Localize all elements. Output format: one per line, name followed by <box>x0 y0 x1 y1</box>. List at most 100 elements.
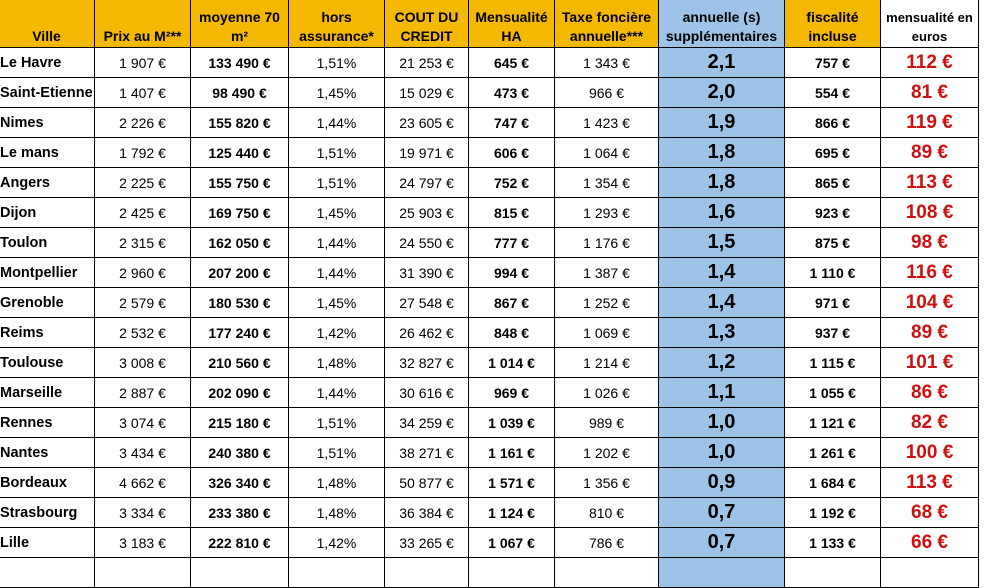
cell-ville <box>0 557 95 588</box>
cell-fiscalite: 866 € <box>784 107 881 138</box>
table-row: Reims 2 532 € 177 240 € 1,42% 26 462 € 8… <box>0 317 979 348</box>
cell-mens-ha: 1 014 € <box>468 347 555 378</box>
cell-taxe: 810 € <box>554 497 659 528</box>
cell-taxe: 1 069 € <box>554 317 659 348</box>
cell-fiscalite <box>784 557 881 588</box>
cell-cout: 32 827 € <box>384 347 469 378</box>
cell-fiscalite: 1 261 € <box>784 437 881 468</box>
cell-mens-ha: 1 067 € <box>468 527 555 558</box>
cell-moyenne: 155 750 € <box>190 167 289 198</box>
cell-prix: 4 662 € <box>94 467 191 498</box>
header-mensualite-euros: mensualité en euros <box>880 0 979 48</box>
header-ville: Ville <box>0 0 95 48</box>
cell-moyenne: 233 380 € <box>190 497 289 528</box>
cell-prix: 1 907 € <box>94 47 191 78</box>
cell-moyenne: 162 050 € <box>190 227 289 258</box>
cell-cout: 31 390 € <box>384 257 469 288</box>
cell-mensualite: 108 € <box>880 197 979 228</box>
cell-taxe: 1 026 € <box>554 377 659 408</box>
cell-annuelle: 1,1 <box>658 377 785 408</box>
cell-taux: 1,45% <box>288 77 385 108</box>
cell-taux: 1,44% <box>288 377 385 408</box>
table-row-partial <box>0 557 979 588</box>
cell-mensualite: 116 € <box>880 257 979 288</box>
cell-moyenne: 215 180 € <box>190 407 289 438</box>
cell-prix: 2 226 € <box>94 107 191 138</box>
cell-ville: Montpellier <box>0 257 95 288</box>
table-row: Angers 2 225 € 155 750 € 1,51% 24 797 € … <box>0 167 979 198</box>
cell-taux: 1,44% <box>288 107 385 138</box>
cell-ville: Toulouse <box>0 347 95 378</box>
cell-cout: 15 029 € <box>384 77 469 108</box>
cell-ville: Dijon <box>0 197 95 228</box>
cell-fiscalite: 923 € <box>784 197 881 228</box>
cell-moyenne: 98 490 € <box>190 77 289 108</box>
cell-taxe: 1 354 € <box>554 167 659 198</box>
cell-taux: 1,51% <box>288 47 385 78</box>
table-row: Le mans 1 792 € 125 440 € 1,51% 19 971 €… <box>0 137 979 168</box>
header-hors-line1: hors <box>321 9 352 25</box>
cell-cout: 26 462 € <box>384 317 469 348</box>
cell-fiscalite: 1 121 € <box>784 407 881 438</box>
cell-cout: 34 259 € <box>384 407 469 438</box>
cell-prix: 2 315 € <box>94 227 191 258</box>
cell-ville: Nimes <box>0 107 95 138</box>
cell-taux: 1,51% <box>288 137 385 168</box>
cell-mensualite: 89 € <box>880 317 979 348</box>
cell-taxe: 1 423 € <box>554 107 659 138</box>
header-mens-eur-line1: mensualité en <box>886 10 973 25</box>
cell-mens-ha: 815 € <box>468 197 555 228</box>
cell-mensualite <box>880 557 979 588</box>
cell-taxe <box>554 557 659 588</box>
cell-cout: 23 605 € <box>384 107 469 138</box>
table-row: Toulon 2 315 € 162 050 € 1,44% 24 550 € … <box>0 227 979 258</box>
cell-annuelle: 1,4 <box>658 257 785 288</box>
cell-mens-ha: 777 € <box>468 227 555 258</box>
cell-taxe: 1 214 € <box>554 347 659 378</box>
cell-annuelle <box>658 557 785 588</box>
header-cout-line2: CREDIT <box>400 28 453 44</box>
cell-taxe: 786 € <box>554 527 659 558</box>
cell-fiscalite: 1 192 € <box>784 497 881 528</box>
cell-ville: Angers <box>0 167 95 198</box>
cell-prix: 1 407 € <box>94 77 191 108</box>
cell-mensualite: 112 € <box>880 47 979 78</box>
cell-taxe: 1 252 € <box>554 287 659 318</box>
header-prix: Prix au M²** <box>94 0 191 48</box>
cell-ville: Marseille <box>0 377 95 408</box>
cell-ville: Le mans <box>0 137 95 168</box>
header-row: Ville Prix au M²** moyenne 70 m² hors as… <box>0 0 979 48</box>
header-cout-credit: COUT DU CREDIT <box>384 0 469 48</box>
table-row: Bordeaux 4 662 € 326 340 € 1,48% 50 877 … <box>0 467 979 498</box>
cell-annuelle: 1,8 <box>658 137 785 168</box>
cell-prix: 2 425 € <box>94 197 191 228</box>
cell-annuelle: 1,5 <box>658 227 785 258</box>
header-prix-label: Prix au M²** <box>103 28 182 44</box>
cell-mens-ha: 752 € <box>468 167 555 198</box>
cell-annuelle: 0,7 <box>658 497 785 528</box>
cell-moyenne: 207 200 € <box>190 257 289 288</box>
cell-moyenne: 222 810 € <box>190 527 289 558</box>
cell-taux: 1,42% <box>288 317 385 348</box>
cell-ville: Reims <box>0 317 95 348</box>
cell-ville: Le Havre <box>0 47 95 78</box>
cell-mensualite: 113 € <box>880 467 979 498</box>
cell-prix: 3 334 € <box>94 497 191 528</box>
cell-mensualite: 86 € <box>880 377 979 408</box>
cell-annuelle: 0,7 <box>658 527 785 558</box>
table-row: Rennes 3 074 € 215 180 € 1,51% 34 259 € … <box>0 407 979 438</box>
cell-annuelle: 1,9 <box>658 107 785 138</box>
cell-mensualite: 100 € <box>880 437 979 468</box>
cell-cout: 50 877 € <box>384 467 469 498</box>
cell-taxe: 1 202 € <box>554 437 659 468</box>
cell-prix: 3 008 € <box>94 347 191 378</box>
cell-annuelle: 1,4 <box>658 287 785 318</box>
cell-moyenne: 210 560 € <box>190 347 289 378</box>
cell-cout: 38 271 € <box>384 437 469 468</box>
table-row: Lille 3 183 € 222 810 € 1,42% 33 265 € 1… <box>0 527 979 558</box>
cell-taxe: 1 176 € <box>554 227 659 258</box>
cell-prix: 2 887 € <box>94 377 191 408</box>
city-comparison-table: Ville Prix au M²** moyenne 70 m² hors as… <box>0 0 979 588</box>
cell-cout: 24 550 € <box>384 227 469 258</box>
cell-mensualite: 89 € <box>880 137 979 168</box>
